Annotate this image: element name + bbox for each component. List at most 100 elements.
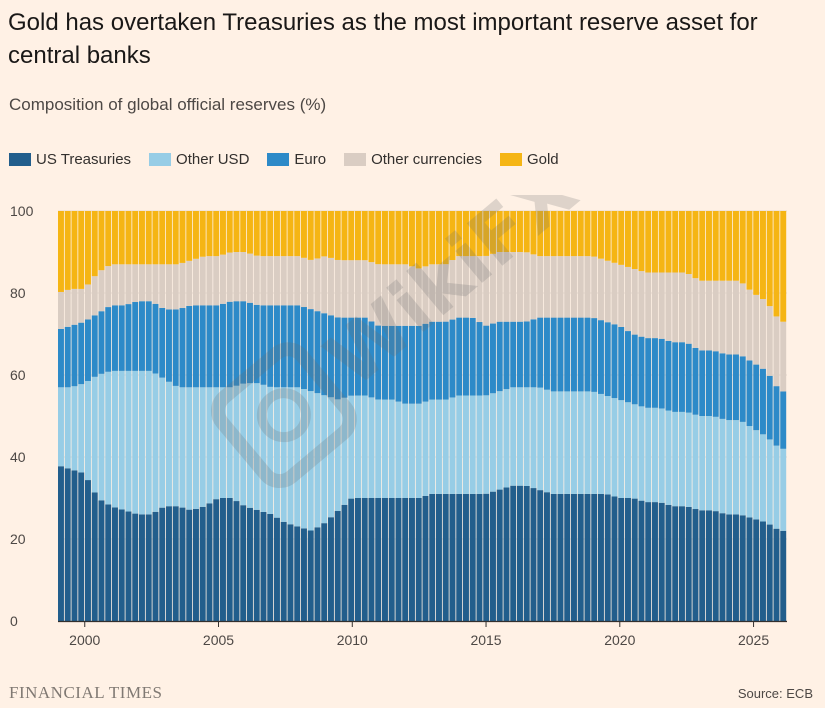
bar-segment-other-currencies — [604, 260, 611, 323]
y-tick-label: 0 — [10, 613, 18, 629]
bar-segment-other-usd — [685, 412, 692, 507]
bar-segment-us-treasuries — [456, 493, 463, 621]
bar-segment-other-currencies — [456, 256, 463, 318]
chart-subtitle: Composition of global official reserves … — [9, 95, 327, 114]
bar-segment-us-treasuries — [179, 507, 186, 621]
bar-segment-gold — [753, 211, 760, 295]
bar-segment-gold — [179, 211, 186, 263]
bar-segment-gold — [638, 211, 645, 272]
bar-segment-us-treasuries — [544, 492, 550, 621]
bar-segment-us-treasuries — [307, 530, 314, 621]
bar-segment-us-treasuries — [652, 502, 658, 621]
bar-segment-us-treasuries — [118, 509, 125, 621]
bar-segment-gold — [240, 211, 247, 252]
bar-segment-other-usd — [91, 376, 98, 493]
bar-segment-us-treasuries — [537, 490, 544, 621]
bar-segment-other-usd — [672, 411, 679, 507]
bar-segment-other-currencies — [78, 288, 85, 323]
bar-segment-euro — [571, 317, 577, 392]
bar-segment-other-currencies — [760, 299, 766, 369]
bar-segment-gold — [665, 211, 672, 273]
bar-segment-other-usd — [712, 416, 719, 512]
bar-segment-gold — [604, 211, 611, 261]
bar-segment-other-currencies — [260, 256, 267, 306]
bar-segment-gold — [368, 211, 375, 263]
bar-segment-euro — [706, 350, 712, 416]
bar-segment-other-currencies — [355, 260, 361, 318]
bar-segment-gold — [442, 211, 449, 265]
bar-segment-gold — [712, 211, 719, 281]
bar-segment-other-usd — [58, 387, 64, 467]
bar-segment-euro — [132, 302, 139, 371]
bar-segment-us-treasuries — [71, 470, 78, 621]
bar-segment-us-treasuries — [604, 494, 611, 621]
bar-segment-other-currencies — [658, 272, 665, 339]
bar-segment-other-currencies — [557, 256, 564, 318]
bar-segment-us-treasuries — [557, 493, 564, 621]
bar-segment-us-treasuries — [658, 502, 665, 621]
bar-segment-euro — [530, 319, 537, 388]
bar-segment-gold — [584, 211, 591, 257]
bar-segment-us-treasuries — [719, 513, 726, 621]
bar-segment-other-usd — [355, 395, 361, 498]
bar-segment-other-usd — [760, 434, 766, 522]
bar-segment-us-treasuries — [226, 498, 233, 621]
bar-segment-us-treasuries — [692, 509, 699, 621]
bar-segment-gold — [334, 211, 341, 260]
y-tick-label: 100 — [10, 203, 34, 219]
bar-segment-gold — [382, 211, 388, 265]
legend-swatch-other-usd — [149, 153, 172, 166]
bar-segment-other-usd — [132, 370, 139, 514]
bar-segment-gold — [280, 211, 287, 257]
bar-segment-us-treasuries — [685, 506, 692, 621]
legend-label-other-usd: Other USD — [176, 151, 250, 168]
bar-segment-euro — [456, 317, 463, 396]
bar-segment-gold — [145, 211, 152, 265]
legend-item-euro: Euro — [267, 151, 326, 168]
bar-segment-us-treasuries — [712, 511, 719, 621]
bar-segment-us-treasuries — [355, 498, 361, 621]
bar-segment-us-treasuries — [415, 498, 422, 621]
bar-segment-other-currencies — [685, 274, 692, 344]
bar-segment-us-treasuries — [91, 492, 98, 621]
bar-segment-euro — [348, 317, 355, 396]
bar-segment-us-treasuries — [132, 513, 139, 621]
bar-segment-other-currencies — [388, 264, 395, 326]
bar-segment-other-usd — [773, 445, 780, 529]
bar-segment-other-currencies — [517, 252, 523, 322]
bar-segment-other-usd — [692, 414, 699, 510]
bar-segment-other-currencies — [746, 289, 753, 361]
bar-segment-gold — [429, 211, 436, 265]
bar-segment-euro — [152, 303, 159, 374]
bar-segment-euro — [328, 315, 334, 398]
bar-segment-other-currencies — [193, 258, 199, 306]
bar-segment-us-treasuries — [436, 493, 442, 621]
bar-segment-gold — [91, 211, 98, 277]
bar-segment-gold — [733, 211, 739, 281]
bar-segment-us-treasuries — [98, 500, 105, 621]
bar-segment-us-treasuries — [361, 498, 368, 621]
bar-segment-us-treasuries — [490, 491, 496, 621]
bar-segment-other-usd — [584, 391, 591, 494]
bar-segment-other-currencies — [530, 254, 537, 320]
bar-segment-other-usd — [85, 380, 91, 481]
bar-segment-us-treasuries — [301, 528, 307, 621]
bar-segment-us-treasuries — [193, 508, 199, 621]
bar-segment-euro — [463, 317, 469, 396]
bar-segment-other-usd — [550, 391, 557, 494]
bar-segment-other-usd — [287, 387, 294, 525]
bar-segment-us-treasuries — [64, 468, 71, 621]
bar-segment-euro — [422, 323, 429, 402]
bar-segment-euro — [375, 325, 382, 400]
bar-segment-us-treasuries — [760, 521, 766, 621]
bar-segment-euro — [766, 375, 773, 440]
bar-segment-other-currencies — [638, 271, 645, 337]
bar-segment-euro — [429, 321, 436, 400]
bar-segment-gold — [314, 211, 321, 259]
bar-segment-us-treasuries — [395, 498, 402, 621]
bar-segment-other-usd — [436, 399, 442, 494]
bar-segment-other-usd — [483, 395, 490, 494]
bar-segment-gold — [415, 211, 422, 269]
bar-segment-other-currencies — [166, 264, 172, 310]
bar-segment-other-usd — [665, 410, 672, 505]
